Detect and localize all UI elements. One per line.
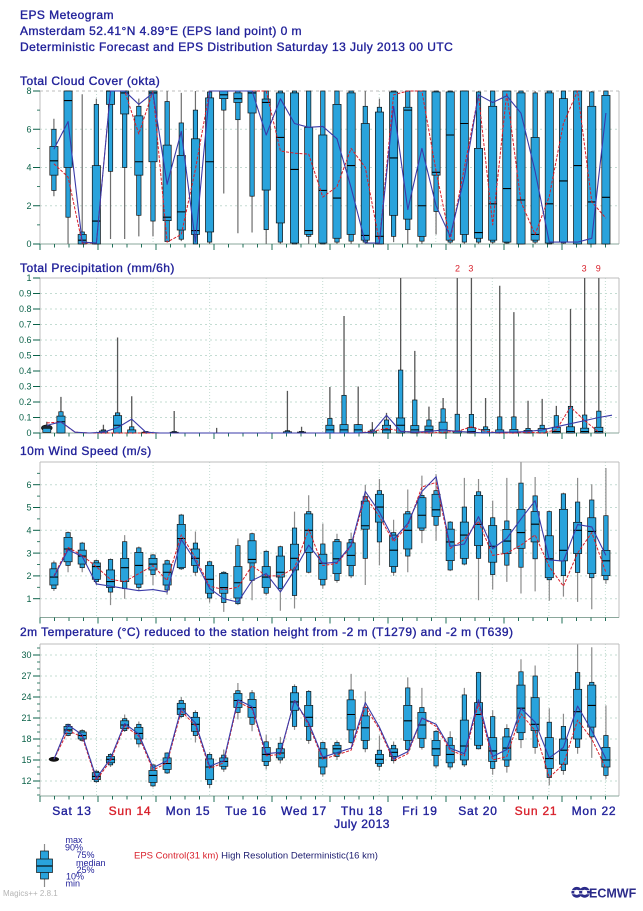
svg-text:0.9: 0.9 (19, 289, 32, 299)
svg-text:6: 6 (26, 480, 31, 490)
svg-text:24: 24 (21, 692, 31, 702)
svg-text:Magics++ 2.8.1: Magics++ 2.8.1 (3, 889, 58, 898)
svg-text:75%: 75% (77, 850, 95, 860)
svg-text:EPS Meteogram: EPS Meteogram (20, 8, 114, 22)
svg-text:27: 27 (21, 671, 31, 681)
svg-text:2: 2 (26, 201, 31, 211)
svg-text:0.7: 0.7 (19, 320, 32, 330)
svg-text:0.1: 0.1 (19, 413, 32, 423)
svg-text:12: 12 (21, 776, 31, 786)
svg-text:21: 21 (21, 713, 31, 723)
svg-text:2: 2 (26, 571, 31, 581)
svg-text:25%: 25% (77, 865, 95, 875)
svg-text:Sun 21: Sun 21 (515, 804, 558, 818)
svg-text:3: 3 (468, 264, 473, 274)
svg-text:2: 2 (455, 264, 460, 274)
svg-text:0.8: 0.8 (19, 304, 32, 314)
svg-text:90%: 90% (65, 843, 83, 853)
svg-text:4: 4 (26, 163, 31, 173)
svg-text:July 2013: July 2013 (334, 817, 390, 831)
svg-text:15: 15 (21, 755, 31, 765)
svg-text:6: 6 (26, 124, 31, 134)
svg-text:0.4: 0.4 (19, 366, 32, 376)
svg-text:0.5: 0.5 (19, 351, 32, 361)
svg-text:median: median (76, 858, 106, 868)
svg-text:3: 3 (26, 548, 31, 558)
svg-text:9: 9 (596, 264, 601, 274)
svg-text:0.2: 0.2 (19, 397, 32, 407)
svg-text:18: 18 (21, 734, 31, 744)
svg-text:0.6: 0.6 (19, 335, 32, 345)
svg-text:Fri 19: Fri 19 (402, 804, 437, 818)
svg-text:max: max (66, 835, 84, 845)
svg-text:10m Wind Speed (m/s): 10m Wind Speed (m/s) (20, 444, 152, 458)
svg-text:0.3: 0.3 (19, 382, 32, 392)
svg-text:Sat 20: Sat 20 (458, 804, 498, 818)
svg-text:Mon 15: Mon 15 (166, 804, 211, 818)
svg-text:Sat 13: Sat 13 (52, 804, 92, 818)
svg-text:3: 3 (582, 264, 587, 274)
svg-text:4: 4 (26, 526, 31, 536)
svg-text:5: 5 (26, 503, 31, 513)
svg-text:1: 1 (26, 273, 31, 283)
svg-text:min: min (66, 878, 81, 888)
svg-text:0: 0 (26, 428, 31, 438)
svg-text:Mon 22: Mon 22 (572, 804, 617, 818)
svg-text:Deterministic Forecast and EPS: Deterministic Forecast and EPS Distribut… (20, 40, 453, 54)
svg-text:Wed 17: Wed 17 (281, 804, 327, 818)
svg-text:Tue 16: Tue 16 (225, 804, 267, 818)
svg-text:1: 1 (26, 594, 31, 604)
svg-text:30: 30 (21, 650, 31, 660)
svg-text:8: 8 (26, 86, 31, 96)
svg-text:Total Cloud Cover (okta): Total Cloud Cover (okta) (20, 74, 160, 88)
svg-text:10%: 10% (66, 871, 84, 881)
svg-text:ECMWF: ECMWF (589, 886, 637, 900)
svg-text:0: 0 (26, 239, 31, 249)
svg-text:Amsterdam 52.41°N 4.89°E (EPS: Amsterdam 52.41°N 4.89°E (EPS land point… (20, 24, 302, 38)
svg-text:EPS Control(31 km) High Resolu: EPS Control(31 km) High Resolution Deter… (134, 851, 378, 862)
svg-text:2m Temperature (°C) reduced t: 2m Temperature (°C) reduced to the stati… (20, 625, 513, 639)
svg-text:Total Precipitation (mm/6h): Total Precipitation (mm/6h) (20, 261, 175, 275)
svg-text:Thu 18: Thu 18 (341, 804, 383, 818)
svg-text:Sun 14: Sun 14 (109, 804, 152, 818)
